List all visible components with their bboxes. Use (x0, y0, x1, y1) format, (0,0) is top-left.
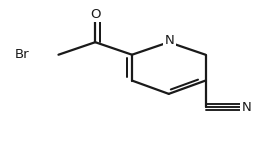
Text: N: N (242, 101, 252, 114)
Text: N: N (165, 34, 175, 47)
Text: Br: Br (15, 48, 30, 61)
Text: O: O (90, 8, 101, 21)
